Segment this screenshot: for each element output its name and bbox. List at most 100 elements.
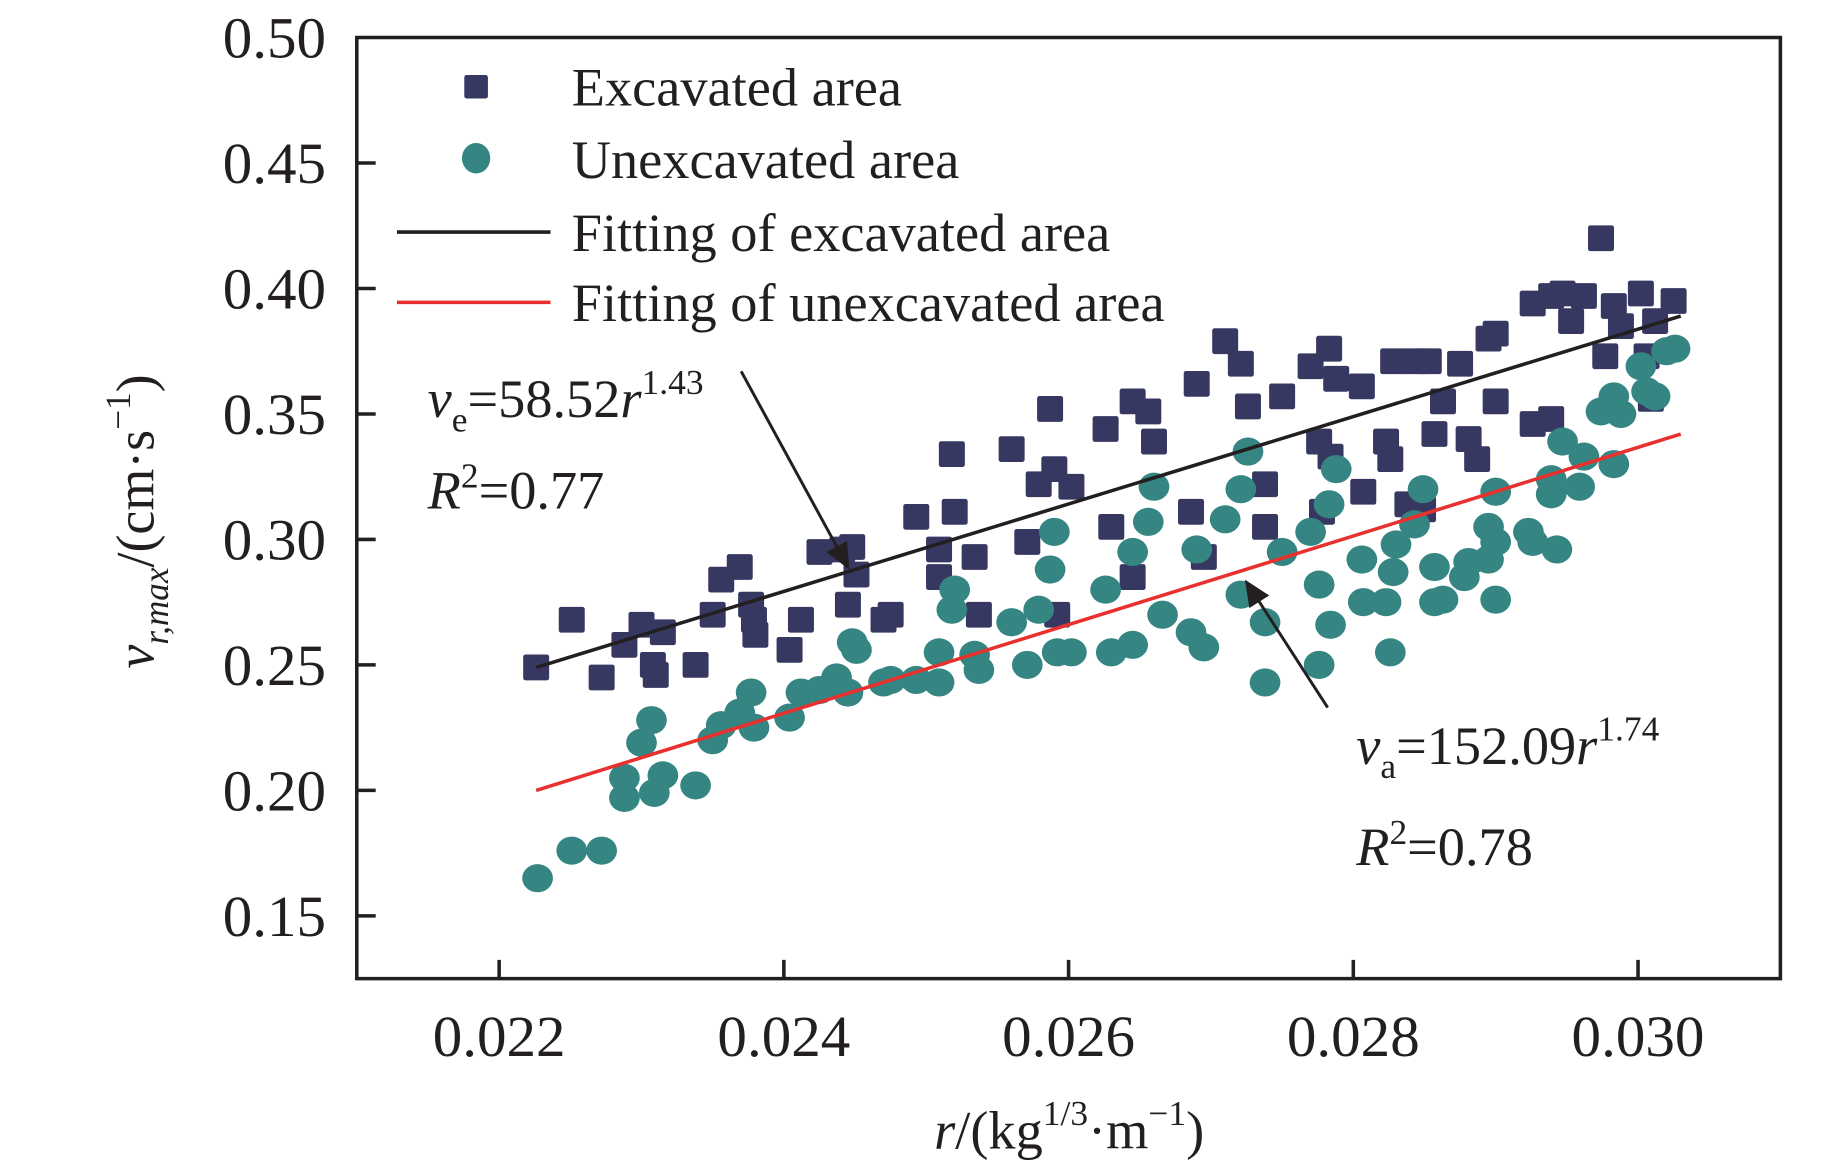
legend-square-marker [464,75,488,99]
unexcavated-point [1347,588,1379,617]
unexcavated-point [1315,610,1346,639]
unexcavated-point [1605,399,1637,429]
unexcavated-point [1564,472,1596,501]
excavated-point [776,636,803,663]
unexcavated-point [1303,570,1335,599]
legend-item-unexcavated: Unexcavated area [461,130,959,190]
unexcavated-point [1320,455,1352,484]
excavated-point [1350,478,1377,505]
excavated-point [806,539,833,565]
unexcavated-point [1147,600,1178,629]
unexcavated-point [1038,517,1070,546]
unexcavated-point [1380,530,1412,559]
excavated-point [834,591,861,618]
x-tick-label: 0.022 [433,1004,566,1069]
unexcavated-point [923,668,955,697]
y-tick-label: 0.40 [223,257,326,322]
excavated-point [1212,328,1239,355]
excavated-point [1415,348,1442,375]
excavated-point [588,664,615,691]
unexcavated-point [1034,555,1066,584]
excavated-point [1570,283,1597,309]
legend: Excavated area Unexcavated area Fitting … [396,58,1165,333]
excavated-point [1429,388,1456,415]
unexcavated-point [556,836,588,865]
y-tick-label: 0.25 [223,633,326,698]
y-axis-label: vr,max/(cm·s−1) [99,374,176,668]
excavated-point [628,611,655,638]
legend-label-fit-excavated: Fitting of excavated area [572,203,1110,263]
excavated-point [1447,350,1474,377]
unexcavated-point [647,761,679,790]
fit-line-unexcavated [535,432,1682,793]
legend-label-fit-unexcavated: Fitting of unexcavated area [572,273,1165,333]
annotation-excavated-fit: ve=58.52r1.43 R2=0.77 [427,363,704,521]
legend-item-excavated: Excavated area [464,58,902,118]
unexcavated-point [1011,650,1043,679]
y-tick-label: 0.45 [223,131,326,196]
unexcavated-point [1480,585,1512,614]
fit-lines-layer [535,314,1682,793]
excavated-point [1464,446,1491,473]
annotation-unexcavated-fit: va=152.09r1.74 R2=0.78 [1355,710,1659,877]
excavated-point [1014,529,1041,555]
unexcavated-point [1370,588,1402,617]
unexcavated-point [1639,382,1671,411]
unexcavated-point [1188,633,1220,662]
excavated-point [1178,498,1205,525]
arrow-to-unexcavated-fit [1244,579,1329,709]
unexcavated-point [609,783,640,812]
excavated-point [938,441,965,467]
unexcavated-point [1023,595,1055,624]
r-squared-excavated: R2=0.77 [427,457,605,521]
unexcavated-point [841,635,872,664]
excavated-point [1323,365,1350,392]
y-tick-label: 0.30 [223,508,326,573]
legend-item-fit-excavated: Fitting of excavated area [396,203,1110,263]
excavated-point [877,601,904,628]
unexcavated-point [1117,537,1149,567]
unexcavated-point [1056,638,1087,667]
excavated-point [787,606,814,633]
unexcavated-point [1407,475,1439,504]
excavated-point [1627,280,1654,307]
excavated-point [1482,388,1509,415]
excavated-point [1600,293,1627,319]
unexcavated-point [626,728,657,757]
points-layer [522,225,1691,893]
unexcavated-point [1374,638,1406,667]
unexcavated-point [1313,490,1345,519]
excavated-point [1316,335,1343,362]
excavated-point [558,606,585,633]
excavated-point [1234,393,1261,420]
x-axis-ticks: 0.022 0.024 0.026 0.028 0.030 [433,959,1705,1069]
unexcavated-point [522,864,553,893]
unexcavated-point [1568,442,1600,471]
x-tick-label: 0.030 [1572,1004,1705,1069]
excavated-point [1538,406,1565,432]
unexcavated-point [1249,668,1281,697]
unexcavated-point [636,706,667,735]
excavated-point [1549,280,1576,307]
excavated-point [1037,396,1064,422]
unexcavated-point [1209,505,1241,534]
unexcavated-point [1225,475,1257,504]
unexcavated-point [996,608,1027,637]
excavated-point [998,436,1025,462]
unexcavated-point [1541,535,1573,564]
y-tick-label: 0.50 [223,6,326,71]
legend-item-fit-unexcavated: Fitting of unexcavated area [396,273,1165,333]
unexcavated-point [1517,527,1549,557]
legend-label-excavated: Excavated area [572,58,902,118]
unexcavated-point [1181,535,1213,564]
equation-unexcavated: va=152.09r1.74 [1356,710,1659,786]
unexcavated-point [1480,527,1512,557]
equation-excavated: ve=58.52r1.43 [428,363,704,439]
unexcavated-point [1659,334,1691,363]
excavated-point [941,498,968,525]
excavated-point [642,662,669,688]
excavated-point [1380,348,1407,375]
y-axis-ticks: 0.15 0.20 0.25 0.30 0.35 0.40 0.45 0.50 [223,6,376,949]
unexcavated-point [1547,427,1578,456]
excavated-point [1227,350,1254,377]
